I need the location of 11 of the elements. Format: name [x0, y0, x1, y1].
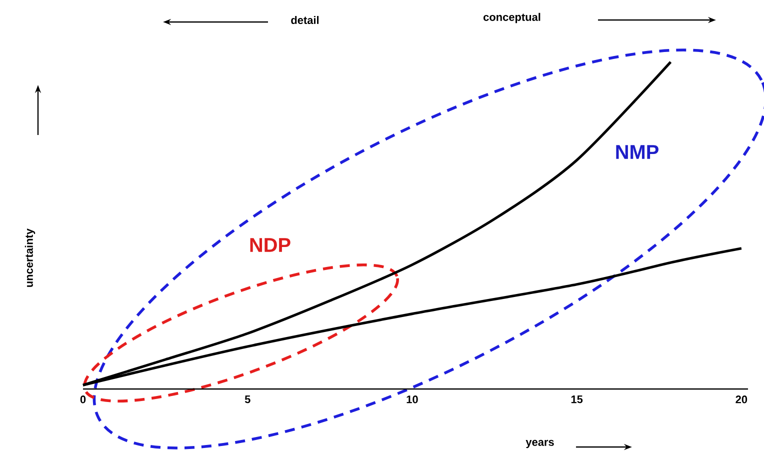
x-tick-label: 20 — [736, 396, 748, 404]
x-tick-label: 15 — [571, 396, 583, 404]
text: detail — [291, 16, 319, 24]
annotation: NDP — [250, 238, 290, 252]
text: conceptual — [484, 12, 540, 24]
x-tick-label: 5 — [244, 396, 250, 404]
x-axis-title: years — [526, 440, 554, 448]
annotation: NMP — [616, 145, 658, 159]
x-tick-label: 10 — [406, 396, 418, 404]
y-axis-title: uncertainty — [24, 228, 36, 287]
x-tick-label: 0 — [80, 396, 86, 404]
